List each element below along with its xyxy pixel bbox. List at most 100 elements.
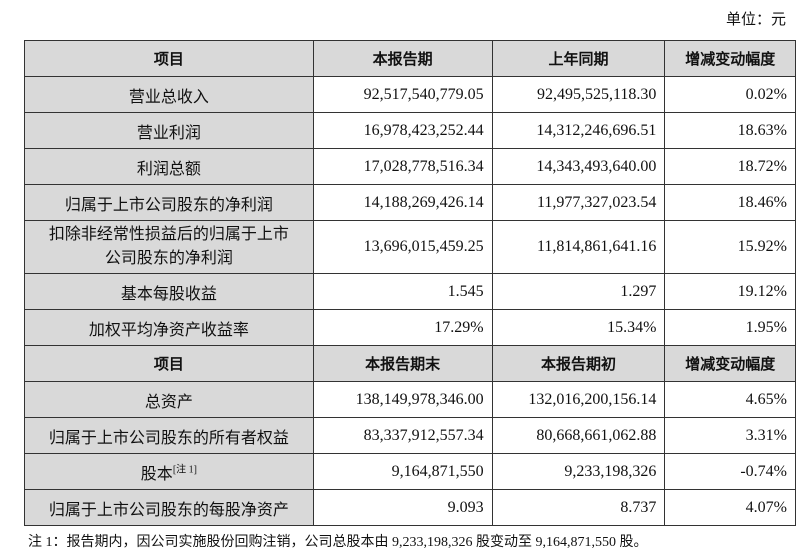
header-row: 项目 本报告期 上年同期 增减变动幅度 — [24, 40, 796, 77]
column-header: 增减变动幅度 — [664, 345, 796, 382]
cell-value: -0.74% — [664, 453, 796, 490]
row-label: 加权平均净资产收益率 — [24, 309, 314, 346]
cell-text: 营业利润 — [136, 124, 201, 142]
cell-value: 92,495,525,118.30 — [491, 76, 666, 113]
table-row: 总资产 138,149,978,346.00 132,016,200,156.14 4… — [24, 381, 796, 418]
cell-text: 1.545 — [447, 282, 484, 300]
row-label: 营业利润 — [24, 112, 314, 149]
cell-value: 0.02% — [664, 76, 796, 113]
row-label: 营业总收入 — [24, 76, 314, 113]
cell-text: 92,517,540,779.05 — [363, 85, 484, 103]
cell-value: 11,977,327,023.54 — [491, 184, 666, 221]
cell-text: 9,164,871,550 — [391, 462, 484, 480]
column-header: 项目 — [24, 345, 314, 382]
cell-value: 13,696,015,459.25 — [312, 220, 493, 274]
cell-value: 9,164,871,550 — [312, 453, 493, 490]
cell-text: 83,337,912,557.34 — [363, 426, 484, 444]
cell-value: 9,233,198,326 — [491, 453, 666, 490]
column-header: 本报告期 — [312, 40, 493, 77]
cell-value: 15.92% — [664, 220, 796, 274]
unit-label: 单位：元 — [725, 12, 786, 28]
cell-value: 8.737 — [491, 489, 666, 526]
note-reference: [注 1] — [172, 464, 197, 476]
cell-text: 8.737 — [620, 498, 657, 516]
cell-text: 18.72% — [737, 157, 787, 175]
row-label: 基本每股收益 — [24, 273, 314, 310]
cell-text: 19.12% — [737, 282, 787, 300]
row-label: 归属于上市公司股东的净利润 — [24, 184, 314, 221]
cell-text: 11,814,861,641.16 — [536, 238, 657, 255]
cell-text: 13,696,015,459.25 — [363, 238, 484, 255]
financial-summary-table: 项目 本报告期 上年同期 增减变动幅度 营业总收入 92,517,540,779.05 92… — [24, 40, 796, 526]
cell-value: 14,312,246,696.51 — [491, 112, 666, 149]
row-label: 归属于上市公司股东的所有者权益 — [24, 417, 314, 454]
cell-text: 营业总收入 — [128, 88, 209, 106]
cell-text: 80,668,661,062.88 — [536, 426, 657, 444]
cell-value: 9.093 — [312, 489, 493, 526]
cell-value: 92,517,540,779.05 — [312, 76, 493, 113]
cell-value: 1.95% — [664, 309, 796, 346]
table-row: 股本[注 1] 9,164,871,550 9,233,198,326 -0.74% — [24, 453, 796, 490]
table-row: 营业总收入 92,517,540,779.05 92,495,525,118.30 0… — [24, 76, 796, 113]
cell-value: 16,978,423,252.44 — [312, 112, 493, 149]
table-row: 归属于上市公司股东的所有者权益 83,337,912,557.34 80,668,6… — [24, 417, 796, 454]
row-label: 总资产 — [24, 381, 314, 418]
table-row: 营业利润 16,978,423,252.44 14,312,246,696.51 18… — [24, 112, 796, 149]
cell-text: 1.297 — [620, 282, 657, 300]
cell-text: 总资产 — [144, 393, 193, 411]
row-label: 扣除非经常性损益后的归属于上市公司股东的净利润 — [24, 220, 314, 274]
cell-value: 132,016,200,156.14 — [491, 381, 666, 418]
cell-value: 83,337,912,557.34 — [312, 417, 493, 454]
cell-value: 19.12% — [664, 273, 796, 310]
cell-text: 92,495,525,118.30 — [536, 85, 657, 103]
row-label: 利润总额 — [24, 148, 314, 185]
cell-text: 132,016,200,156.14 — [528, 390, 657, 408]
cell-value: 15.34% — [491, 309, 666, 346]
cell-text: 9.093 — [447, 498, 484, 516]
cell-text: 归属于上市公司股东的所有者权益 — [48, 429, 289, 447]
cell-value: 11,814,861,641.16 — [491, 220, 666, 274]
cell-value: 138,149,978,346.00 — [312, 381, 493, 418]
cell-text: 18.46% — [737, 193, 787, 211]
column-header: 上年同期 — [491, 40, 666, 77]
cell-text: 17.29% — [434, 318, 484, 336]
cell-value: 14,188,269,426.14 — [312, 184, 493, 221]
cell-text: 14,343,493,640.00 — [536, 157, 657, 175]
cell-text: -0.74% — [740, 462, 787, 480]
table-row: 基本每股收益 1.545 1.297 19.12% — [24, 273, 796, 310]
footnote: 注 1：报告期内，因公司实施股份回购注销，公司总股本由 9,233,198,32… — [28, 535, 648, 550]
cell-text: 归属于上市公司股东的净利润 — [64, 196, 273, 214]
row-label: 归属于上市公司股东的每股净资产 — [24, 489, 314, 526]
table-row: 加权平均净资产收益率 17.29% 15.34% 1.95% — [24, 309, 796, 346]
cell-text: 17,028,778,516.34 — [363, 157, 484, 175]
cell-text: 扣除非经常性损益后的归属于上市公司股东的净利润 — [48, 226, 289, 267]
column-header: 本报告期末 — [312, 345, 493, 382]
cell-text: 3.31% — [745, 426, 787, 444]
cell-value: 1.545 — [312, 273, 493, 310]
table-row: 归属于上市公司股东的净利润 14,188,269,426.14 11,977,327… — [24, 184, 796, 221]
cell-value: 14,343,493,640.00 — [491, 148, 666, 185]
header-row: 项目 本报告期末 本报告期初 增减变动幅度 — [24, 345, 796, 382]
cell-value: 18.63% — [664, 112, 796, 149]
table-row: 利润总额 17,028,778,516.34 14,343,493,640.00 18… — [24, 148, 796, 185]
cell-text: 1.95% — [745, 318, 787, 336]
cell-text: 138,149,978,346.00 — [355, 390, 484, 408]
row-label: 股本[注 1] — [24, 453, 314, 490]
cell-text: 归属于上市公司股东的每股净资产 — [48, 501, 289, 519]
cell-text: 14,188,269,426.14 — [363, 193, 484, 211]
cell-text: 股本 — [140, 465, 173, 483]
table-row: 归属于上市公司股东的每股净资产 9.093 8.737 4.07% — [24, 489, 796, 526]
cell-text: 15.34% — [607, 318, 657, 336]
cell-text: 14,312,246,696.51 — [536, 121, 657, 139]
cell-text: 4.07% — [745, 498, 787, 516]
cell-value: 4.65% — [664, 381, 796, 418]
column-header: 本报告期初 — [491, 345, 666, 382]
cell-text: 11,977,327,023.54 — [536, 193, 657, 211]
cell-value: 1.297 — [491, 273, 666, 310]
cell-value: 17.29% — [312, 309, 493, 346]
cell-text: 4.65% — [745, 390, 787, 408]
column-header: 项目 — [24, 40, 314, 77]
cell-value: 4.07% — [664, 489, 796, 526]
cell-text: 9,233,198,326 — [564, 462, 657, 480]
cell-value: 18.72% — [664, 148, 796, 185]
